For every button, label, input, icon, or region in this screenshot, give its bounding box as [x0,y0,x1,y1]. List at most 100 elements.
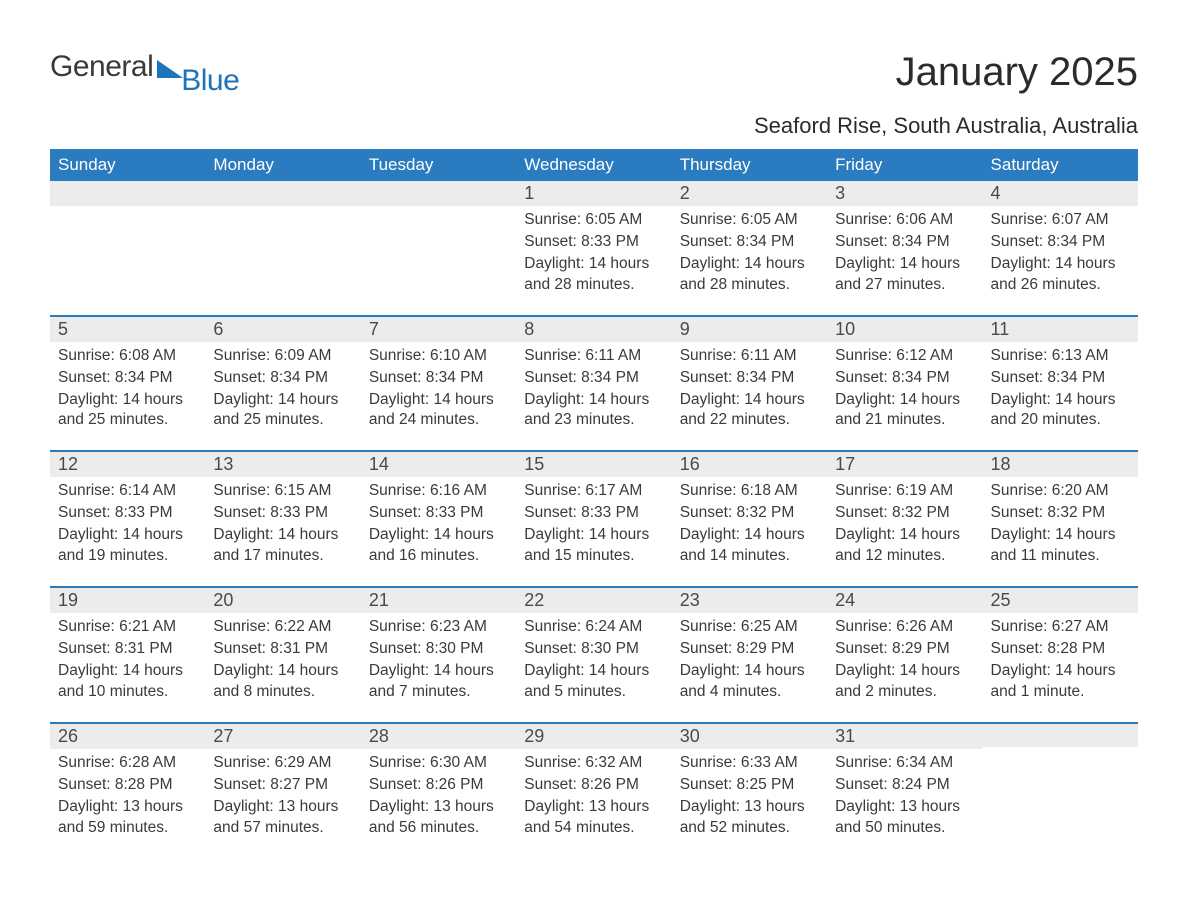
day-sunset: Sunset: 8:33 PM [524,232,663,253]
day-sunrise: Sunrise: 6:21 AM [58,617,197,638]
calendar-day: 24 Sunrise: 6:26 AMSunset: 8:29 PMDayligh… [827,586,982,722]
day-sunrise: Sunrise: 6:14 AM [58,481,197,502]
calendar-day: 30Sunrise: 6:33 AMSunset: 8:25 PMDayligh… [672,722,827,858]
day-info: Sunrise: 6:08 AMSunset: 8:34 PMDaylight:… [58,346,197,432]
day-info: Sunrise: 6:15 AMSunset: 8:33 PMDaylight:… [213,481,352,567]
day-number: 28 [361,722,516,749]
day-info: Sunrise: 6:12 AMSunset: 8:34 PMDaylight:… [835,346,974,432]
day-info: Sunrise: 6:29 AMSunset: 8:27 PMDaylight:… [213,753,352,839]
calendar-day: 14Sunrise: 6:16 AMSunset: 8:33 PMDayligh… [361,450,516,586]
day-sunrise: Sunrise: 6:18 AM [680,481,819,502]
day-sunset: Sunset: 8:34 PM [991,368,1130,389]
day-daylight: Daylight: 14 hours and 16 minutes. [369,525,508,567]
weekday-header: Thursday [672,149,827,181]
day-sunrise: Sunrise: 6:26 AM [835,617,974,638]
day-info: Sunrise: 6:20 AMSunset: 8:32 PMDaylight:… [991,481,1130,567]
calendar: SundayMondayTuesdayWednesdayThursdayFrid… [50,149,1138,857]
calendar-day: 12Sunrise: 6:14 AMSunset: 8:33 PMDayligh… [50,450,205,586]
calendar-day: 31Sunrise: 6:34 AMSunset: 8:24 PMDayligh… [827,722,982,858]
day-sunrise: Sunrise: 6:19 AM [835,481,974,502]
calendar-day-empty [983,722,1138,858]
day-sunset: Sunset: 8:26 PM [524,775,663,796]
day-info: Sunrise: 6:24 AMSunset: 8:30 PMDaylight:… [524,617,663,703]
day-info: Sunrise: 6:11 AMSunset: 8:34 PMDaylight:… [680,346,819,432]
day-daylight: Daylight: 13 hours and 57 minutes. [213,797,352,839]
day-number: 23 [672,586,827,613]
day-sunset: Sunset: 8:33 PM [58,503,197,524]
calendar-day: 29Sunrise: 6:32 AMSunset: 8:26 PMDayligh… [516,722,671,858]
day-number: 13 [205,450,360,477]
day-info: Sunrise: 6:25 AMSunset: 8:29 PMDaylight:… [680,617,819,703]
day-sunset: Sunset: 8:34 PM [524,368,663,389]
day-info: Sunrise: 6:28 AMSunset: 8:28 PMDaylight:… [58,753,197,839]
day-daylight: Daylight: 14 hours and 5 minutes. [524,661,663,703]
calendar-day: 20Sunrise: 6:22 AMSunset: 8:31 PMDayligh… [205,586,360,722]
day-info: Sunrise: 6:05 AMSunset: 8:33 PMDaylight:… [524,210,663,296]
day-daylight: Daylight: 14 hours and 28 minutes. [524,254,663,296]
day-info: Sunrise: 6:05 AMSunset: 8:34 PMDaylight:… [680,210,819,296]
day-sunset: Sunset: 8:28 PM [991,639,1130,660]
day-number: 24 [827,586,982,613]
day-sunset: Sunset: 8:32 PM [835,503,974,524]
day-number: 14 [361,450,516,477]
brand-logo: General Blue [50,50,239,84]
day-number: 22 [516,586,671,613]
day-daylight: Daylight: 14 hours and 20 minutes. [991,390,1130,432]
day-daylight: Daylight: 13 hours and 52 minutes. [680,797,819,839]
calendar-week: 19Sunrise: 6:21 AMSunset: 8:31 PMDayligh… [50,586,1138,722]
day-sunset: Sunset: 8:29 PM [835,639,974,660]
page-header: General Blue January 2025 [50,50,1138,95]
day-info: Sunrise: 6:07 AMSunset: 8:34 PMDaylight:… [991,210,1130,296]
calendar-day: 26 Sunrise: 6:28 AMSunset: 8:28 PMDayligh… [50,722,205,858]
day-sunset: Sunset: 8:28 PM [58,775,197,796]
day-daylight: Daylight: 14 hours and 2 minutes. [835,661,974,703]
weekday-header-row: SundayMondayTuesdayWednesdayThursdayFrid… [50,149,1138,181]
day-number: 20 [205,586,360,613]
day-daylight: Daylight: 14 hours and 27 minutes. [835,254,974,296]
day-sunrise: Sunrise: 6:10 AM [369,346,508,367]
day-number: 7 [361,315,516,342]
calendar-day: 16Sunrise: 6:18 AMSunset: 8:32 PMDayligh… [672,450,827,586]
day-sunrise: Sunrise: 6:11 AM [524,346,663,367]
day-info: Sunrise: 6:13 AMSunset: 8:34 PMDaylight:… [991,346,1130,432]
day-number: 26 [50,722,205,749]
day-sunset: Sunset: 8:33 PM [213,503,352,524]
day-number: 19 [50,586,205,613]
day-daylight: Daylight: 13 hours and 54 minutes. [524,797,663,839]
calendar-week: 12Sunrise: 6:14 AMSunset: 8:33 PMDayligh… [50,450,1138,586]
day-info: Sunrise: 6:17 AMSunset: 8:33 PMDaylight:… [524,481,663,567]
day-sunset: Sunset: 8:30 PM [524,639,663,660]
brand-word1: General [50,50,153,84]
day-daylight: Daylight: 14 hours and 10 minutes. [58,661,197,703]
day-number: 25 [983,586,1138,613]
day-number: 5 [50,315,205,342]
day-number: 8 [516,315,671,342]
calendar-day: 23 Sunrise: 6:25 AMSunset: 8:29 PMDayligh… [672,586,827,722]
calendar-day: 1Sunrise: 6:05 AMSunset: 8:33 PMDaylight… [516,181,671,315]
day-daylight: Daylight: 14 hours and 12 minutes. [835,525,974,567]
calendar-day: 17Sunrise: 6:19 AMSunset: 8:32 PMDayligh… [827,450,982,586]
day-sunrise: Sunrise: 6:25 AM [680,617,819,638]
day-sunset: Sunset: 8:31 PM [213,639,352,660]
calendar-day: 5 Sunrise: 6:08 AMSunset: 8:34 PMDaylight… [50,315,205,451]
title-block: January 2025 [896,50,1138,95]
day-sunrise: Sunrise: 6:24 AM [524,617,663,638]
day-sunset: Sunset: 8:27 PM [213,775,352,796]
day-sunset: Sunset: 8:31 PM [58,639,197,660]
day-sunrise: Sunrise: 6:34 AM [835,753,974,774]
day-number: 30 [672,722,827,749]
page-title: January 2025 [896,50,1138,95]
day-number: 2 [672,181,827,206]
day-info: Sunrise: 6:23 AMSunset: 8:30 PMDaylight:… [369,617,508,703]
day-sunrise: Sunrise: 6:20 AM [991,481,1130,502]
calendar-day-empty [50,181,205,315]
day-info: Sunrise: 6:18 AMSunset: 8:32 PMDaylight:… [680,481,819,567]
day-daylight: Daylight: 14 hours and 22 minutes. [680,390,819,432]
day-sunset: Sunset: 8:34 PM [835,232,974,253]
day-daylight: Daylight: 14 hours and 26 minutes. [991,254,1130,296]
day-daylight: Daylight: 14 hours and 11 minutes. [991,525,1130,567]
day-number: 27 [205,722,360,749]
day-sunset: Sunset: 8:34 PM [369,368,508,389]
day-sunset: Sunset: 8:33 PM [524,503,663,524]
day-number: 9 [672,315,827,342]
